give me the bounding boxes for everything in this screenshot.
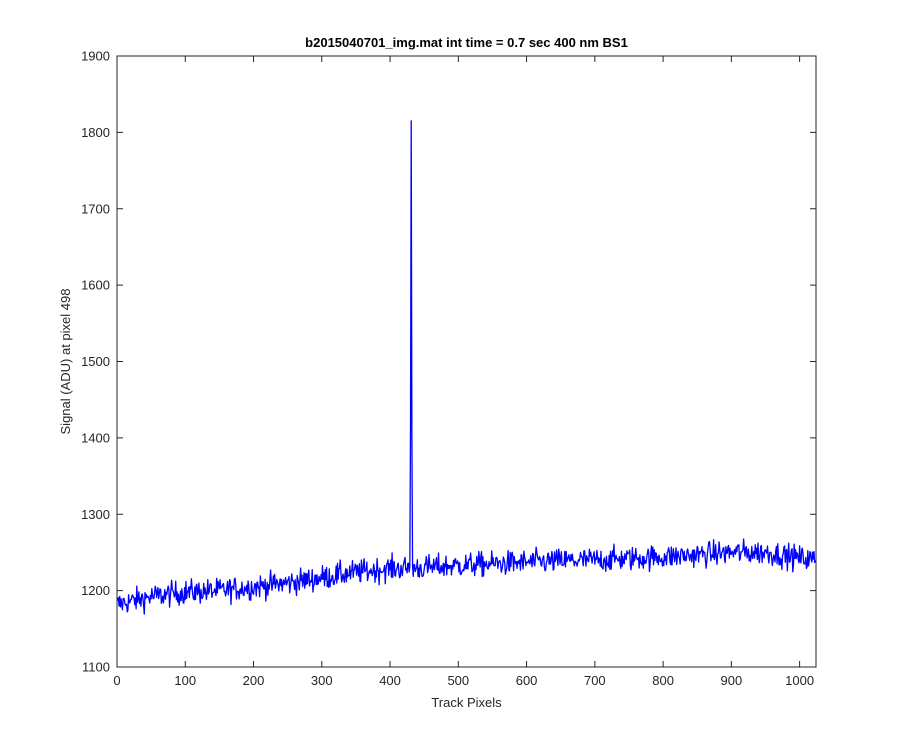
y-tick-label: 1800 bbox=[81, 125, 110, 140]
y-tick-label: 1200 bbox=[81, 583, 110, 598]
x-tick-label: 300 bbox=[311, 673, 333, 688]
y-tick-label: 1700 bbox=[81, 201, 110, 216]
x-tick-label: 500 bbox=[447, 673, 469, 688]
x-tick-label: 200 bbox=[243, 673, 265, 688]
y-tick-label: 1600 bbox=[81, 278, 110, 293]
y-axis-label: Signal (ADU) at pixel 498 bbox=[58, 289, 73, 435]
x-tick-label: 800 bbox=[652, 673, 674, 688]
x-tick-label: 1000 bbox=[785, 673, 814, 688]
x-tick-label: 400 bbox=[379, 673, 401, 688]
series-layer bbox=[116, 120, 816, 615]
chart-title: b2015040701_img.mat int time = 0.7 sec 4… bbox=[305, 35, 628, 50]
y-tick-label: 1100 bbox=[82, 660, 110, 675]
x-tick-label: 100 bbox=[174, 673, 196, 688]
x-tick-label: 900 bbox=[721, 673, 743, 688]
y-tick-label: 1300 bbox=[81, 507, 110, 522]
y-tick-label: 1400 bbox=[81, 430, 110, 445]
signal-series-line bbox=[116, 120, 816, 615]
y-tick-label: 1900 bbox=[81, 49, 110, 64]
tick-layer: 0 100 200 300 400 500 600 700 800 900 1000 1100 1200… bbox=[81, 49, 816, 688]
x-tick-label: 0 bbox=[113, 673, 120, 688]
y-tick-label: 1500 bbox=[81, 354, 110, 369]
x-tick-label: 700 bbox=[584, 673, 606, 688]
plot-area bbox=[117, 56, 816, 667]
x-axis-label: Track Pixels bbox=[431, 695, 502, 710]
x-tick-label: 600 bbox=[516, 673, 538, 688]
